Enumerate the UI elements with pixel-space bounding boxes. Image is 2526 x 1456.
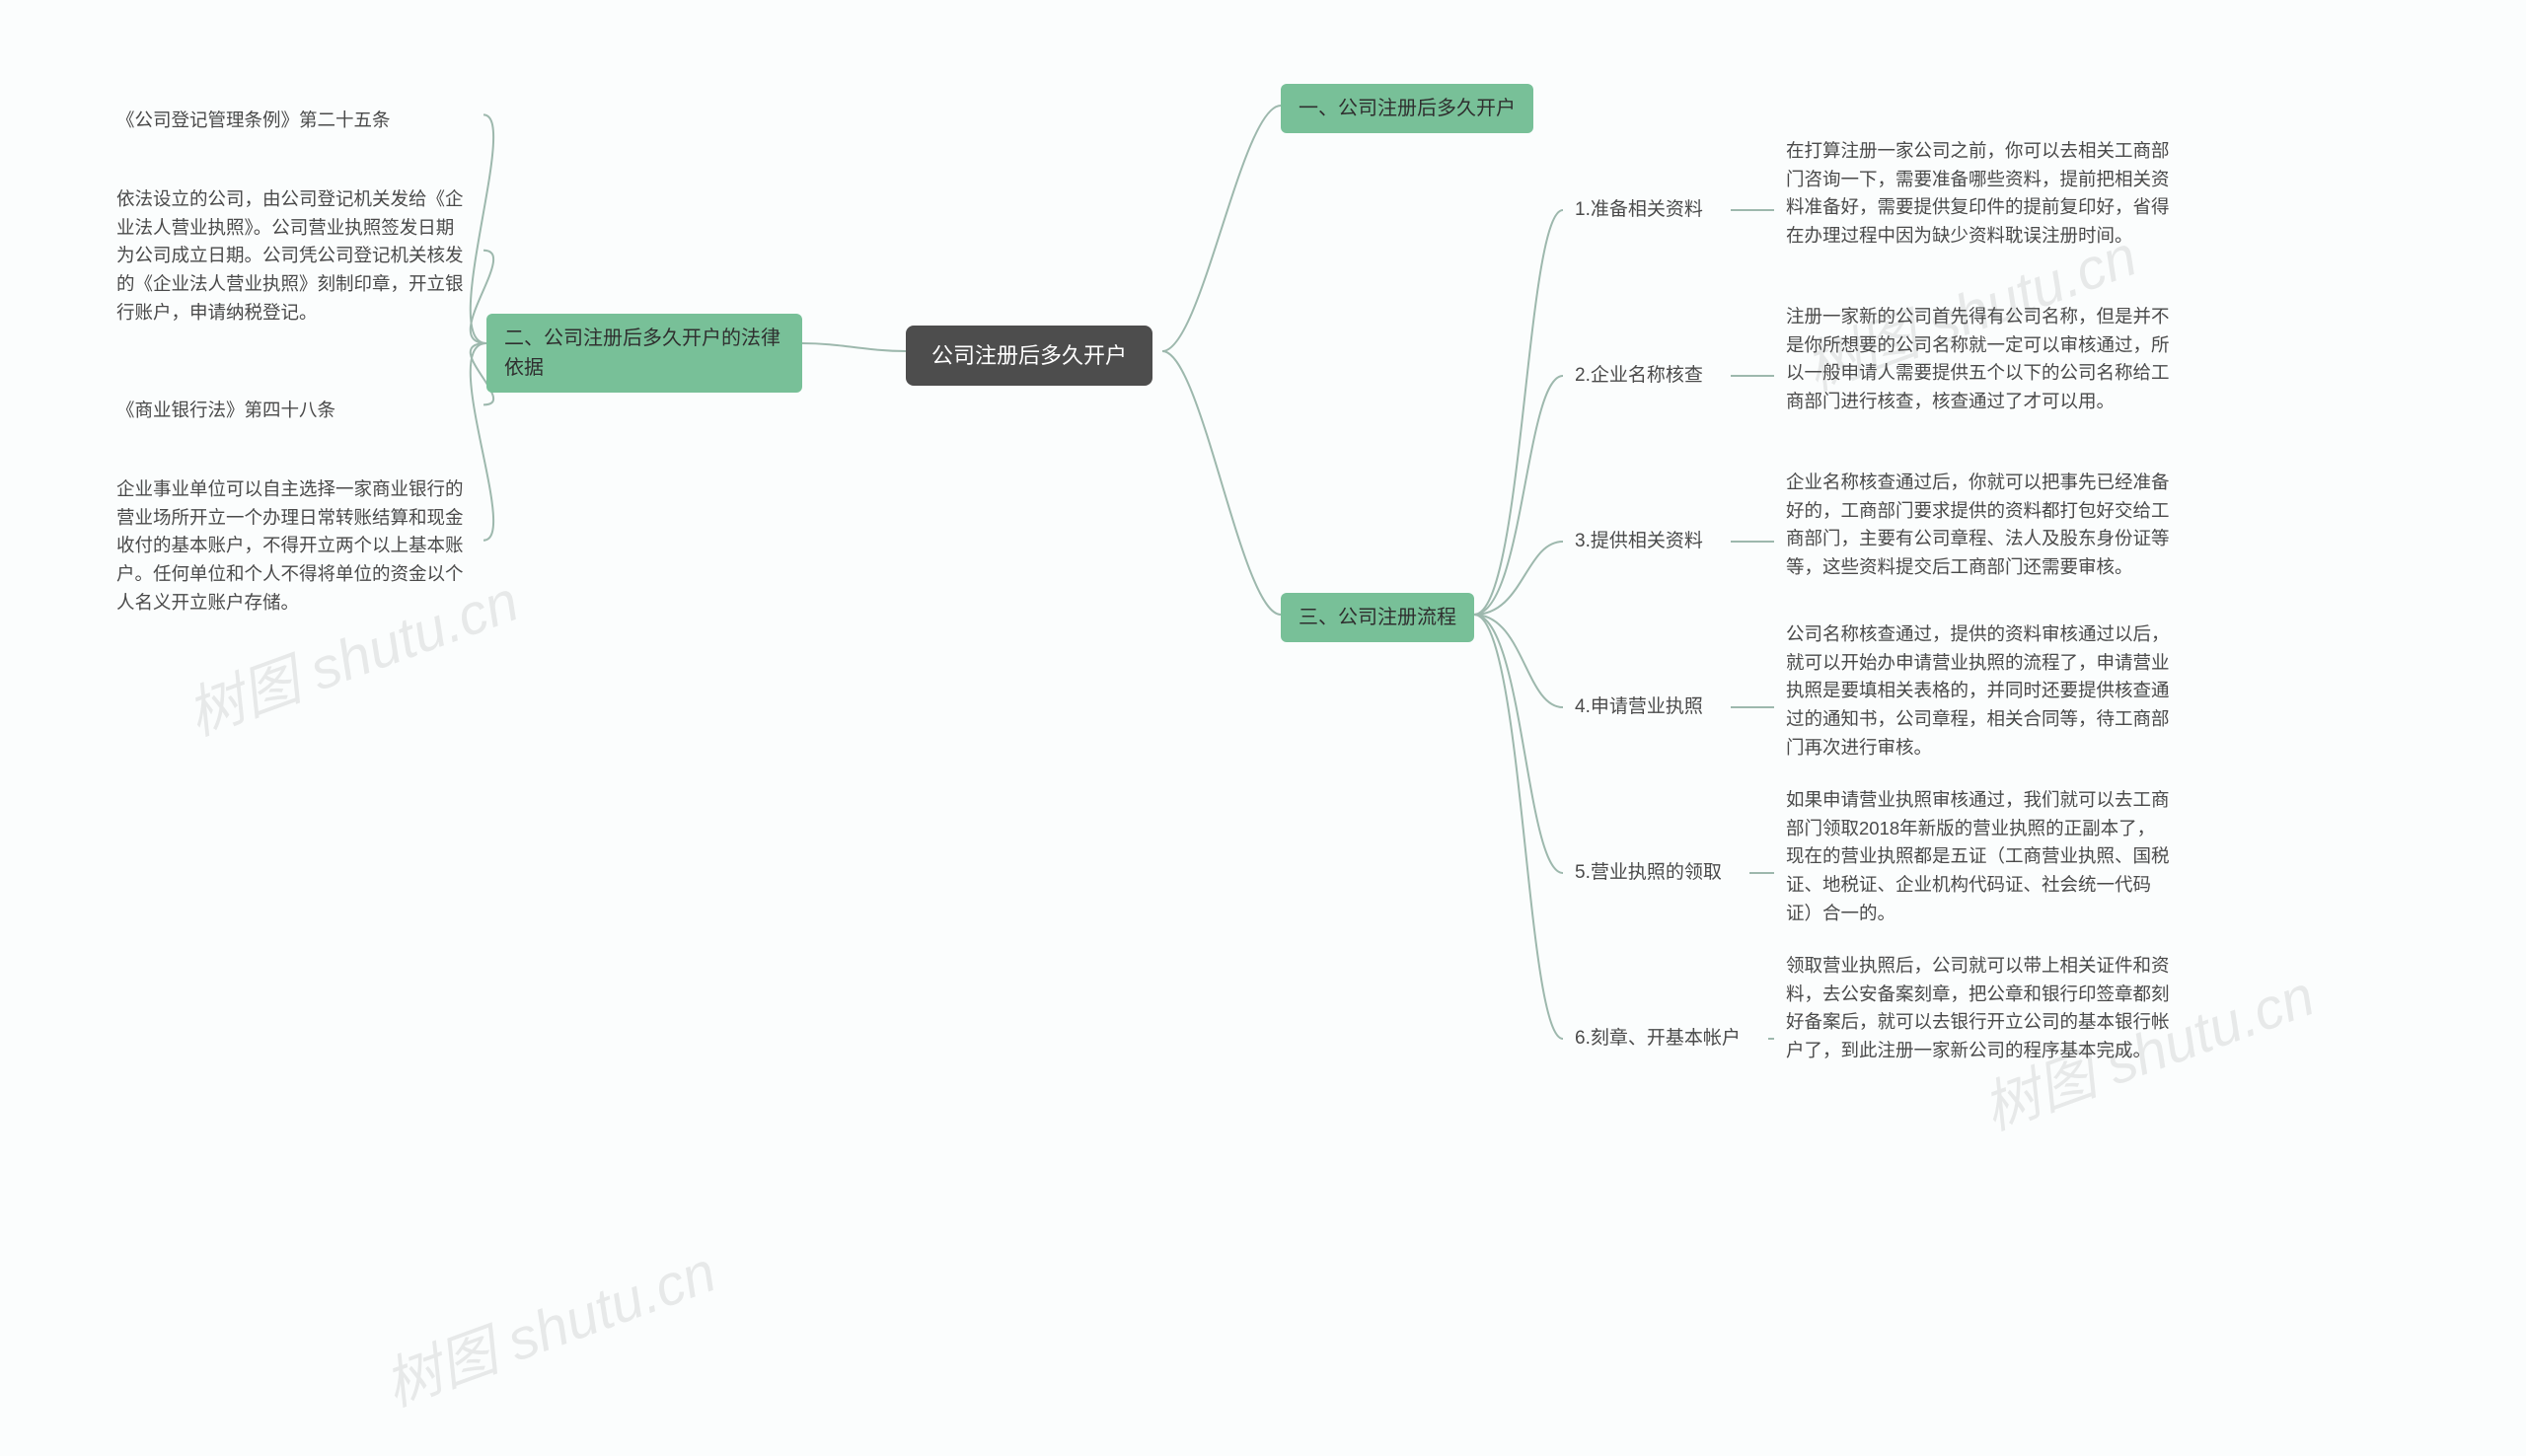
watermark-1: 树图 shutu.cn [371,1225,725,1421]
root-node: 公司注册后多久开户 [906,326,1152,386]
leaf-l2: 依法设立的公司，由公司登记机关发给《企业法人营业执照》。公司营业执照签发日期为公… [116,185,472,327]
leaf-s1: 在打算注册一家公司之前，你可以去相关工商部门咨询一下，需要准备哪些资料，提前把相… [1786,137,2171,251]
leaf-l4: 企业事业单位可以自主选择一家商业银行的营业场所开立一个办理日常转账结算和现金收付… [116,475,472,617]
sub-s5: 5.营业执照的领取 [1575,859,1722,888]
sub-s2: 2.企业名称核查 [1575,362,1703,391]
sub-s3: 3.提供相关资料 [1575,528,1703,556]
branch-b2: 二、公司注册后多久开户的法律依据 [486,314,802,393]
sub-s6: 6.刻章、开基本帐户 [1575,1025,1741,1054]
leaf-s4: 公司名称核查通过，提供的资料审核通过以后，就可以开始办申请营业执照的流程了，申请… [1786,620,2171,762]
leaf-s5: 如果申请营业执照审核通过，我们就可以去工商部门领取2018年新版的营业执照的正副… [1786,786,2171,927]
branch-b1: 一、公司注册后多久开户 [1281,84,1533,133]
leaf-s6: 领取营业执照后，公司就可以带上相关证件和资料，去公安备案刻章，把公章和银行印签章… [1786,952,2171,1065]
leaf-l1: 《公司登记管理条例》第二十五条 [116,107,472,135]
sub-s4: 4.申请营业执照 [1575,693,1703,722]
sub-s1: 1.准备相关资料 [1575,196,1703,225]
leaf-l3: 《商业银行法》第四十八条 [116,397,472,425]
leaf-s3: 企业名称核查通过后，你就可以把事先已经准备好的，工商部门要求提供的资料都打包好交… [1786,469,2171,582]
branch-b3: 三、公司注册流程 [1281,593,1474,642]
leaf-s2: 注册一家新的公司首先得有公司名称，但是并不是你所想要的公司名称就一定可以审核通过… [1786,303,2171,416]
